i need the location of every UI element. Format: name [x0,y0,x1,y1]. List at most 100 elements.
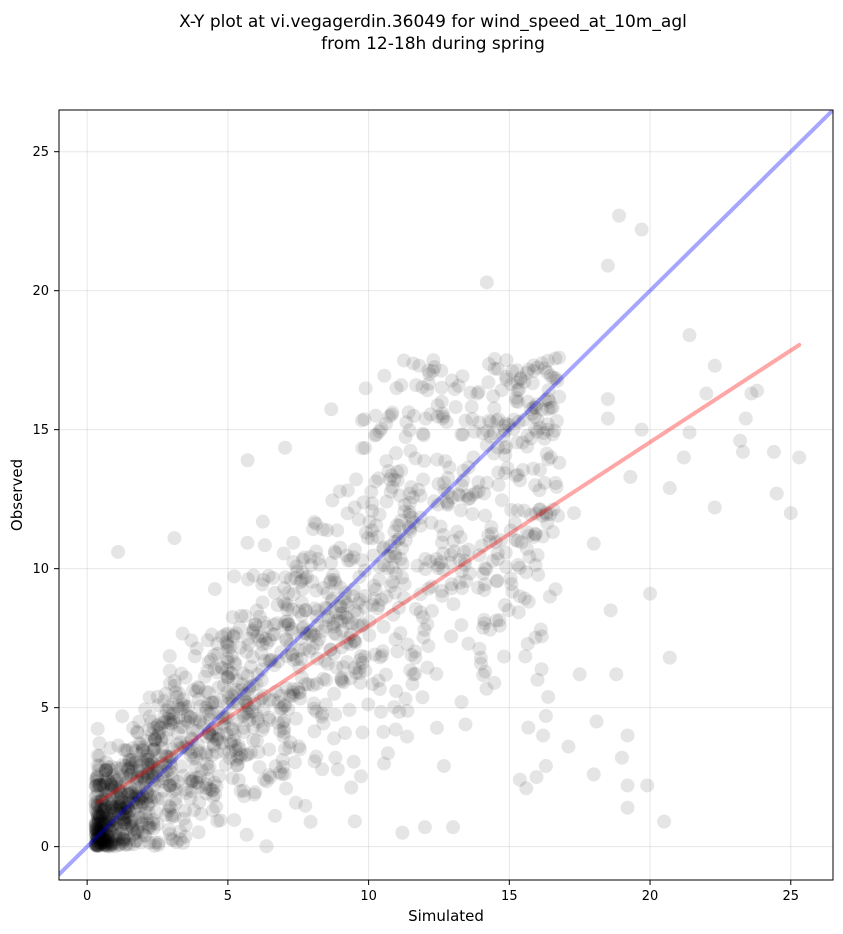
scatter-point [436,546,451,561]
scatter-point [552,455,567,470]
scatter-point [98,834,113,849]
scatter-point [436,562,451,577]
scatter-point [380,746,395,761]
scatter-point [536,728,551,743]
scatter-point [369,427,384,442]
scatter-point [111,544,126,559]
scatter-point [379,416,394,431]
scatter-point [483,429,498,444]
scatter-point [92,808,107,823]
scatter-point [138,806,153,821]
scatter-point [620,800,635,815]
scatter-point [471,484,486,499]
scatter-point [154,791,169,806]
scatter-point [185,723,200,738]
scatter-point [96,835,111,850]
scatter-point [492,618,507,633]
scatter-point [440,496,455,511]
scatter-point [179,785,194,800]
scatter-point [395,556,410,571]
scatter-point [108,835,123,850]
scatter-point [142,818,157,833]
scatter-point [477,612,492,627]
scatter-point [315,762,330,777]
scatter-point [477,616,492,631]
scatter-point [133,798,148,813]
scatter-point [102,806,117,821]
scatter-point [682,425,697,440]
scatter-point [211,680,226,695]
scatter-point [526,461,541,476]
scatter-point [327,619,342,634]
scatter-point [99,815,114,830]
scatter-point [429,666,444,681]
scatter-point [240,698,255,713]
scatter-point [532,502,547,517]
scatter-point [90,811,105,826]
scatter-point [305,574,320,589]
scatter-point [388,632,403,647]
scatter-point [251,745,266,760]
scatter-point [104,836,119,851]
scatter-point [406,408,421,423]
scatter-point [89,822,104,837]
scatter-point [377,756,392,771]
scatter-point [143,780,158,795]
scatter-point [347,633,362,648]
scatter-point [398,691,413,706]
scatter-point [133,774,148,789]
scatter-point [223,734,238,749]
scatter-point [95,835,110,850]
scatter-point [89,838,104,853]
scatter-point [358,381,373,396]
scatter-point [106,800,121,815]
scatter-point [227,569,242,584]
scatter-point [443,547,458,562]
scatter-point [323,642,338,657]
scatter-point [90,825,105,840]
scatter-point [241,572,256,587]
scatter-point [92,758,107,773]
scatter-point [176,835,191,850]
scatter-point [199,748,214,763]
scatter-point [254,646,269,661]
scatter-point [230,758,245,773]
scatter-point [418,552,433,567]
scatter-point [193,699,208,714]
scatter-point [157,693,172,708]
scatter-point [466,450,481,465]
scatter-point [171,710,186,725]
x-tick-label: 10 [360,889,377,904]
scatter-point [154,732,169,747]
scatter-point [131,795,146,810]
scatter-point [99,827,114,842]
scatter-point [394,541,409,556]
scatter-point [92,835,107,850]
scatter-point [338,586,353,601]
scatter-point [416,630,431,645]
scatter-point [259,636,274,651]
scatter-point [459,574,474,589]
scatter-point [147,731,162,746]
scatter-point [469,485,484,500]
scatter-point [387,534,402,549]
scatter-point [540,353,555,368]
scatter-point [226,628,241,643]
scatter-point [261,710,276,725]
scatter-point [517,374,532,389]
scatter-point [456,463,471,478]
scatter-point [211,727,226,742]
scatter-point [170,699,185,714]
scatter-point [89,778,104,793]
scatter-point [90,809,105,824]
scatter-point [89,836,104,851]
scatter-point [105,803,120,818]
scatter-point [434,394,449,409]
scatter-point [197,669,212,684]
scatter-point [178,829,193,844]
scatter-point [421,638,436,653]
scatter-point [552,389,567,404]
scatter-point [100,834,115,849]
scatter-point [281,617,296,632]
scatter-point [280,598,295,613]
